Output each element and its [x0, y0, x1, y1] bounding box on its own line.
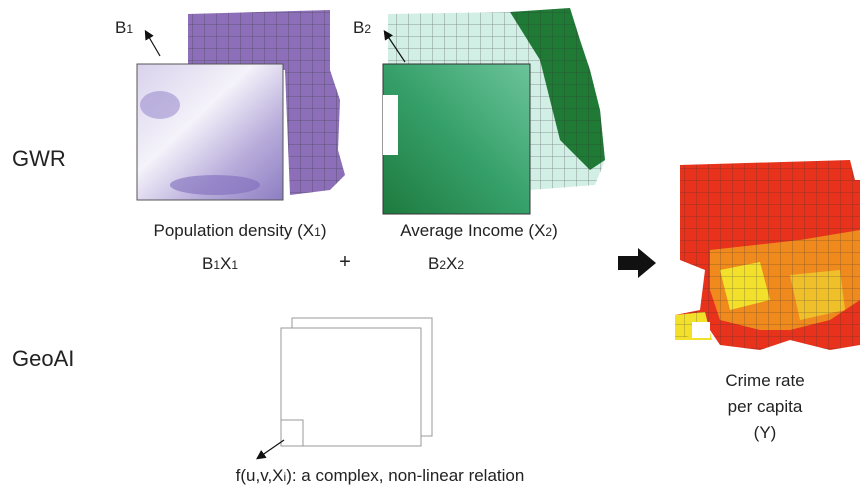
subscript: 1 [213, 258, 220, 272]
text-part: f(u,v,X [236, 466, 284, 485]
text-part: B [115, 18, 126, 37]
population-map [136, 10, 345, 201]
subscript: 2 [457, 258, 464, 272]
subscript: 2 [439, 258, 446, 272]
text-part: X [220, 254, 231, 273]
text-part: Average Income (X [400, 221, 545, 240]
coef-label: B1 [115, 18, 133, 37]
row-label: GWR [12, 146, 66, 171]
output-label: (Y) [754, 423, 777, 442]
result-arrow [618, 248, 656, 278]
text-part: X [446, 254, 457, 273]
text-part: Population density (X [153, 221, 314, 240]
row-label: GeoAI [12, 346, 74, 371]
equation-operator: + [339, 251, 351, 273]
geoai-stack [280, 317, 433, 447]
coef-arrow [383, 30, 406, 63]
subscript: i [284, 470, 287, 484]
subscript: 1 [314, 225, 321, 239]
subscript: 1 [126, 22, 133, 36]
coef-label: B2 [353, 18, 371, 37]
equation-term: B1X1 [202, 254, 238, 273]
text-part: B [428, 254, 439, 273]
variable-label: Average Income (X2) [400, 221, 558, 240]
income-map [382, 8, 605, 215]
output-label: per capita [728, 397, 803, 416]
variable-label: Population density (X1) [153, 221, 326, 240]
geoai-caption: f(u,v,Xi): a complex, non-linear relatio… [236, 466, 525, 485]
subscript: 2 [364, 22, 371, 36]
subscript: 1 [231, 258, 238, 272]
equation-term: B2X2 [428, 254, 464, 273]
text-part: B [202, 254, 213, 273]
subscript: 2 [545, 225, 552, 239]
crime-map [675, 160, 860, 350]
coef-arrow [144, 29, 161, 57]
text-part: ) [321, 221, 327, 240]
geoai-arrow [256, 439, 285, 460]
output-label: Crime rate [725, 371, 804, 390]
text-part: ) [552, 221, 558, 240]
text-part: ): a complex, non-linear relation [286, 466, 524, 485]
text-part: B [353, 18, 364, 37]
